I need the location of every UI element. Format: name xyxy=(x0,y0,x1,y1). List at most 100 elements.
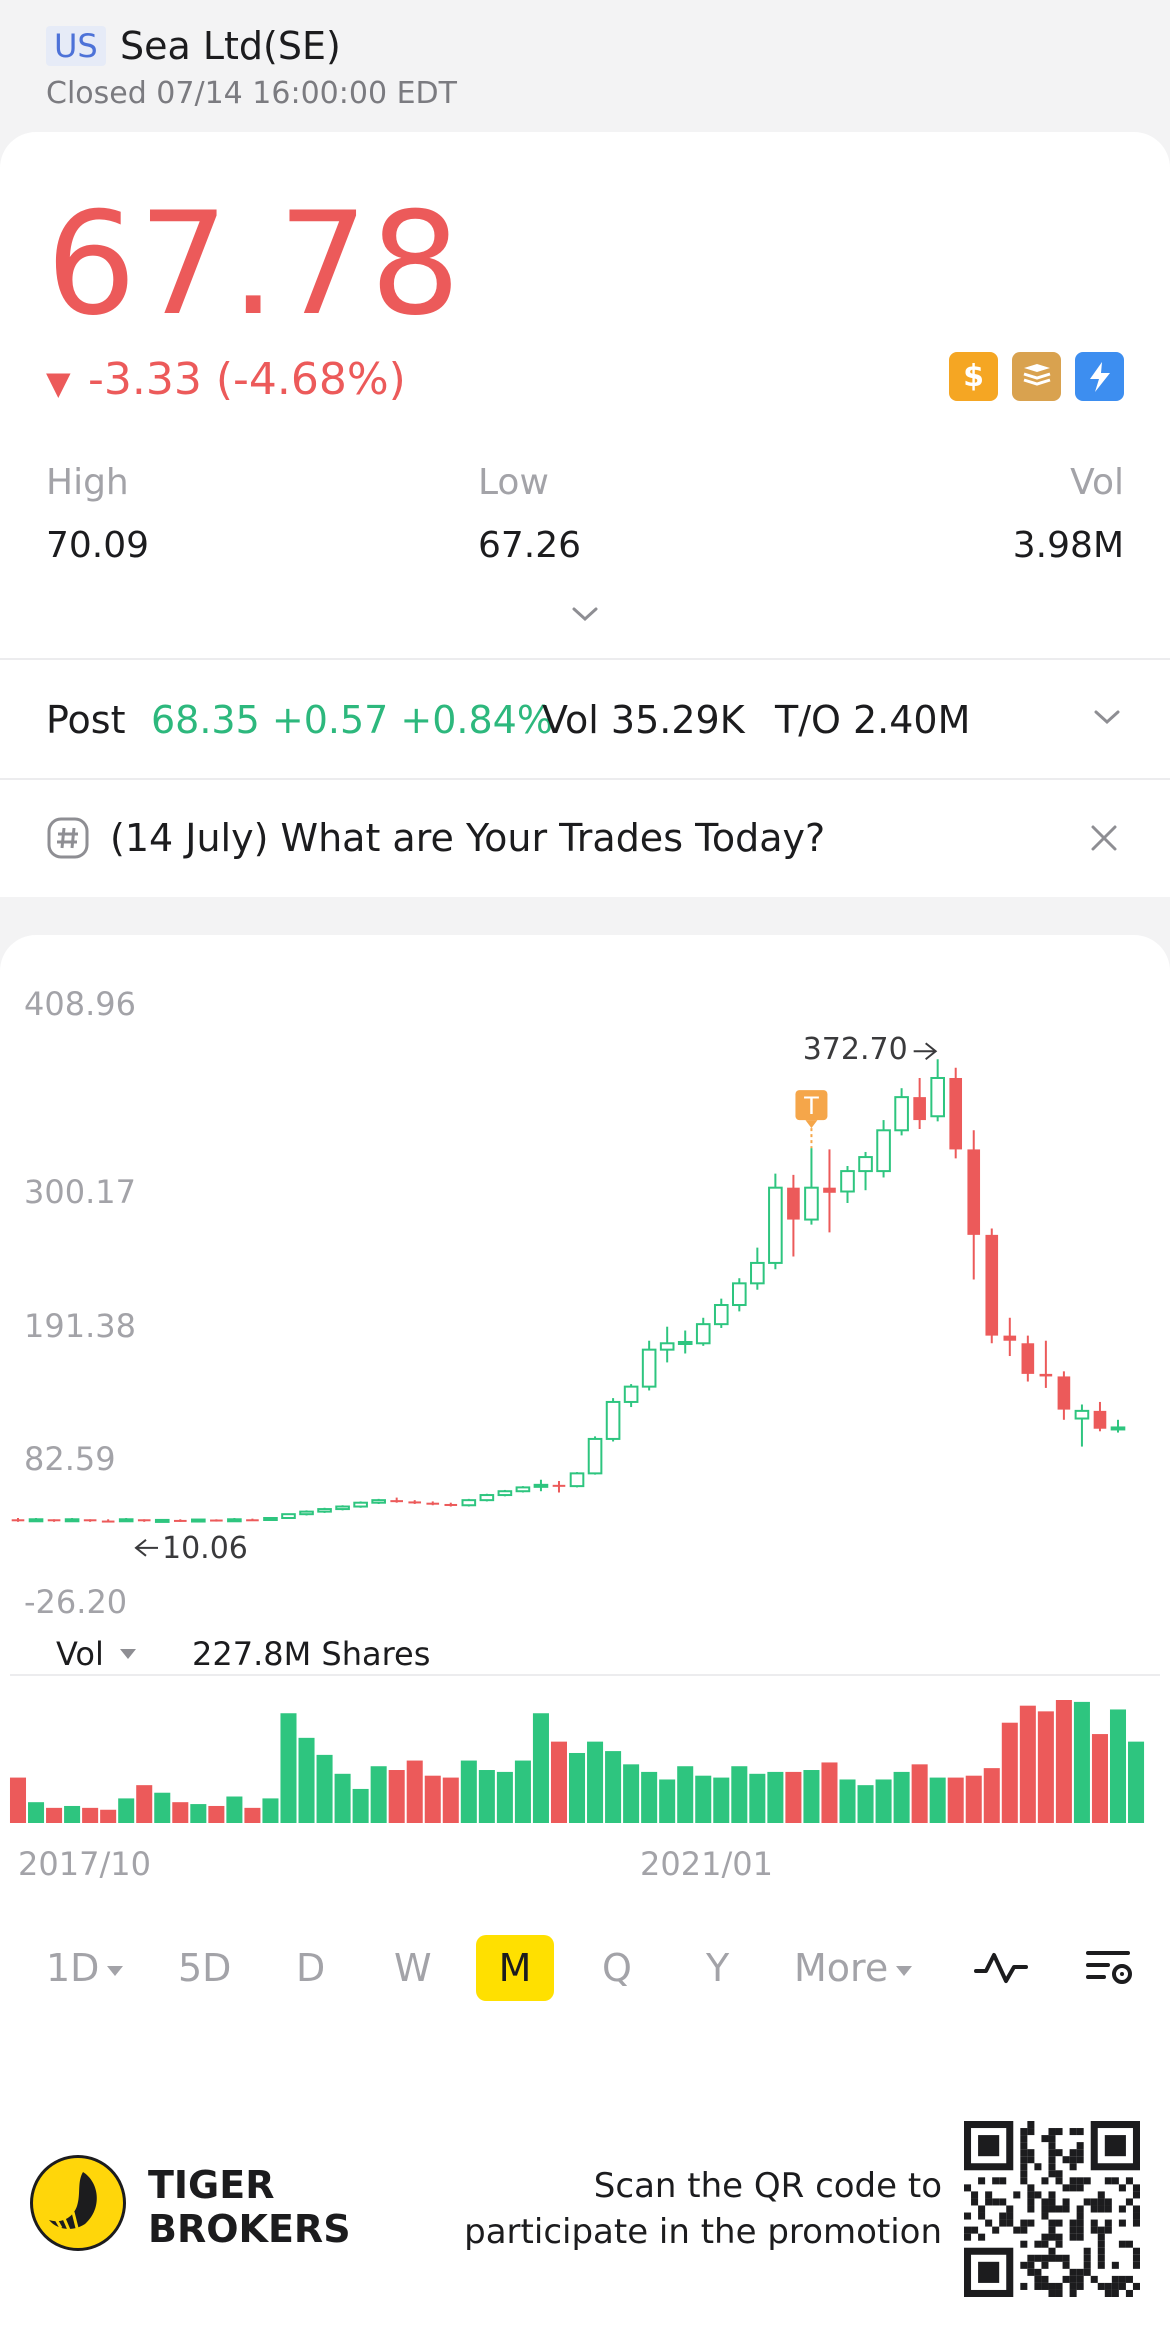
post-label: Post xyxy=(46,698,126,742)
price-change: -3.33 (-4.68%) xyxy=(88,354,406,405)
brand-line: TIGER xyxy=(148,2163,275,2207)
chevron-down-icon[interactable] xyxy=(1090,700,1124,734)
qr-module xyxy=(1125,2177,1133,2185)
qr-module xyxy=(1048,2226,1056,2234)
qr-module xyxy=(1090,2275,1098,2283)
news-headline[interactable]: (14 July) What are Your Trades Today? xyxy=(110,816,826,860)
chevron-down-icon[interactable] xyxy=(568,597,602,631)
qr-module xyxy=(1104,2219,1112,2227)
qr-module xyxy=(1027,2254,1035,2262)
period-w[interactable]: W xyxy=(394,1946,432,1990)
volume-bar xyxy=(442,1777,459,1823)
candle-body xyxy=(335,1505,350,1511)
qr-module xyxy=(1027,2121,1035,2129)
candle-body xyxy=(246,1519,259,1522)
qr-module xyxy=(1020,2156,1028,2164)
high-label: High xyxy=(46,462,129,503)
candle-body xyxy=(804,1186,819,1221)
qr-module xyxy=(1076,2128,1084,2136)
qr-module xyxy=(1076,2184,1084,2192)
qr-module xyxy=(1132,2219,1140,2227)
flash-glyph xyxy=(1089,361,1110,392)
vol-value: 3.98M xyxy=(1012,525,1124,566)
period-q[interactable]: Q xyxy=(602,1946,632,1990)
post-market-row[interactable]: Post 68.35 +0.57 +0.84% Vol 35.29K T/O 2… xyxy=(0,660,1170,778)
qr-module xyxy=(978,2212,986,2220)
candle-body xyxy=(552,1484,566,1487)
qr-module xyxy=(1027,2191,1035,2199)
chart-card: 408.96 300.17 191.38 82.59 -26.20 372.70… xyxy=(0,935,1170,2085)
news-banner[interactable]: (14 July) What are Your Trades Today? xyxy=(0,780,1170,898)
promo-line: participate in the promotion xyxy=(464,2212,942,2252)
qr-module xyxy=(1041,2212,1049,2220)
post-turnover: T/O 2.40M xyxy=(775,698,971,742)
qr-module xyxy=(1125,2198,1133,2206)
candle-body xyxy=(858,1156,873,1173)
candlestick-chart[interactable]: 372.70 10.06 T xyxy=(0,935,1170,1835)
qr-module xyxy=(1048,2142,1056,2150)
high-value: 70.09 xyxy=(46,525,150,566)
volume-bar xyxy=(514,1760,531,1823)
qr-module xyxy=(1013,2226,1021,2234)
chart-settings-icon[interactable] xyxy=(1084,1947,1138,1987)
period-m[interactable]: M xyxy=(476,1935,554,2001)
close-icon[interactable] xyxy=(1088,822,1120,854)
qr-module xyxy=(1069,2219,1077,2227)
qr-module xyxy=(1069,2128,1077,2136)
qr-module xyxy=(992,2198,1000,2206)
volume-indicator-label[interactable]: Vol xyxy=(56,1635,104,1673)
period-y[interactable]: Y xyxy=(706,1946,730,1990)
book-icon[interactable] xyxy=(1012,352,1061,401)
qr-module xyxy=(1055,2219,1063,2227)
flash-icon[interactable] xyxy=(1075,352,1124,401)
candle-body xyxy=(263,1517,278,1522)
caret-down-icon[interactable] xyxy=(120,1649,136,1659)
qr-module xyxy=(1020,2282,1028,2290)
period-1d[interactable]: 1D xyxy=(46,1935,124,2001)
indicator-icon[interactable] xyxy=(974,1947,1028,1987)
candle-body xyxy=(1093,1410,1107,1429)
max-price-label: 372.70 xyxy=(803,1032,908,1067)
qr-module xyxy=(1006,2219,1014,2227)
qr-module xyxy=(1104,2282,1112,2290)
candle-body xyxy=(840,1170,855,1193)
volume-bar xyxy=(262,1798,279,1823)
qr-module xyxy=(1083,2198,1091,2206)
trade-marker xyxy=(795,1090,828,1121)
volume-bar xyxy=(9,1777,27,1823)
qr-module xyxy=(1090,2198,1098,2206)
period-5d[interactable]: 5D xyxy=(178,1946,232,1990)
dollar-icon[interactable]: $ xyxy=(949,352,998,401)
qr-module xyxy=(1076,2142,1084,2150)
candle-body xyxy=(533,1483,549,1488)
volume-bar xyxy=(713,1777,730,1823)
qr-module xyxy=(1083,2247,1091,2255)
qr-module xyxy=(978,2261,1000,2283)
volume-bar xyxy=(1001,1722,1018,1823)
candle-body xyxy=(479,1494,495,1502)
qr-module xyxy=(1041,2135,1049,2143)
qr-module xyxy=(1048,2191,1056,2199)
period-more[interactable]: More xyxy=(794,1935,913,2001)
y-axis-label: 191.38 xyxy=(24,1307,136,1345)
qr-module xyxy=(1062,2275,1070,2283)
qr-module xyxy=(1041,2275,1049,2283)
qr-module xyxy=(1048,2170,1056,2178)
period-label: 1D xyxy=(46,1946,100,1990)
tiger-logo xyxy=(30,2155,126,2251)
caret-down-icon xyxy=(896,1965,913,1976)
qr-module xyxy=(1062,2254,1070,2262)
qr-module xyxy=(1062,2184,1070,2192)
qr-module xyxy=(964,2226,972,2234)
qr-module xyxy=(1076,2219,1084,2227)
qr-module xyxy=(1069,2233,1077,2241)
vol-label: Vol xyxy=(1070,462,1124,503)
y-axis-label: 408.96 xyxy=(24,985,136,1023)
volume-bar xyxy=(1109,1709,1127,1823)
qr-module xyxy=(1048,2149,1056,2157)
book-glyph xyxy=(1023,363,1050,386)
candle-body xyxy=(913,1097,926,1121)
volume-bar xyxy=(496,1771,513,1823)
period-d[interactable]: D xyxy=(296,1946,326,1990)
qr-module xyxy=(1062,2261,1070,2269)
